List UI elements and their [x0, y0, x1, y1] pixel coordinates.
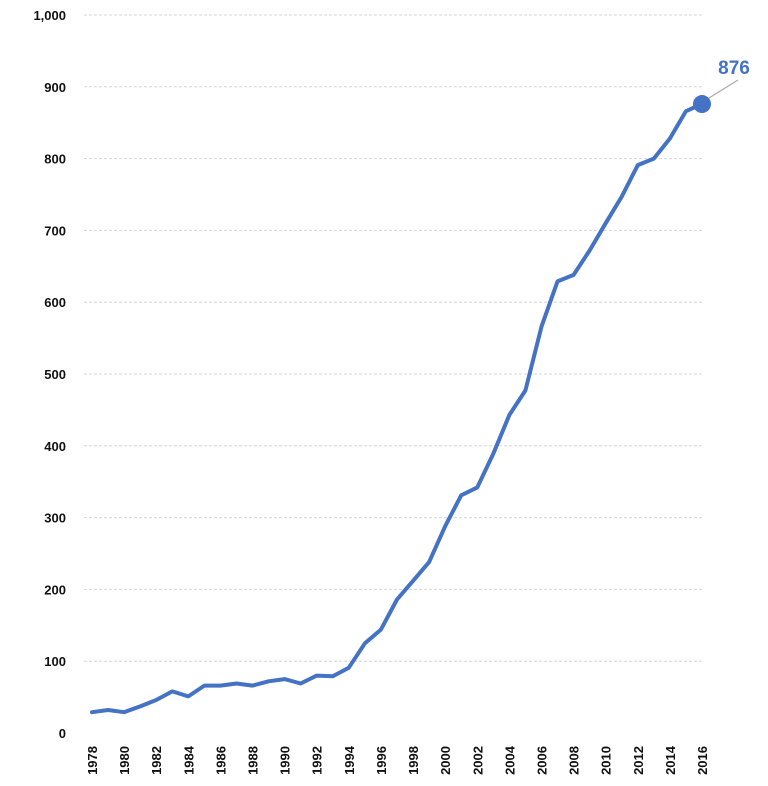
x-axis-tick-labels: 1978 1980 1982 1984 1986 1988 1990 1992 1994 1996…	[85, 745, 710, 775]
x-tick-label: 2012	[631, 746, 646, 775]
y-tick-label: 1,000	[33, 8, 66, 23]
x-tick-label: 1988	[246, 746, 261, 775]
x-tick-label: 2002	[470, 746, 485, 775]
y-axis-tick-labels: 0 100 200 300 400 500 600 700 800 900 1,000	[33, 8, 66, 741]
x-tick-label: 1998	[406, 746, 421, 775]
y-tick-label: 600	[44, 295, 66, 310]
x-tick-label: 1990	[278, 746, 293, 775]
x-tick-label: 2006	[534, 746, 549, 775]
x-tick-label: 1996	[374, 746, 389, 775]
y-tick-label: 500	[44, 367, 66, 382]
x-tick-label: 1984	[181, 745, 196, 775]
x-tick-label: 2000	[438, 746, 453, 775]
annotation-label: 876	[718, 58, 750, 79]
x-tick-label: 1992	[310, 746, 325, 775]
annotation-marker	[693, 95, 711, 114]
annotation-leader-line	[708, 79, 739, 99]
y-tick-label: 900	[44, 80, 66, 95]
gridlines	[84, 14, 702, 662]
y-tick-label: 0	[59, 726, 66, 741]
y-tick-label: 800	[44, 152, 66, 167]
x-tick-label: 2008	[567, 746, 582, 775]
x-tick-label: 2014	[663, 745, 678, 775]
series-line	[90, 102, 704, 715]
y-tick-label: 200	[44, 582, 66, 597]
x-tick-label: 2010	[599, 746, 614, 775]
x-tick-label: 2004	[502, 745, 517, 775]
x-tick-label: 1982	[149, 746, 164, 775]
y-tick-label: 400	[44, 439, 66, 454]
y-tick-label: 300	[44, 511, 66, 526]
x-tick-label: 1980	[117, 746, 132, 775]
x-tick-label: 1994	[342, 745, 357, 775]
x-tick-label: 2016	[695, 746, 710, 775]
y-tick-label: 100	[44, 654, 66, 669]
x-tick-label: 1978	[85, 746, 100, 775]
x-tick-label: 1986	[213, 746, 228, 775]
y-tick-label: 700	[44, 223, 66, 238]
